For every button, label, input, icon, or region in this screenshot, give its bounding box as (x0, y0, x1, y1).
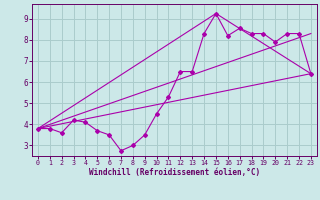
X-axis label: Windchill (Refroidissement éolien,°C): Windchill (Refroidissement éolien,°C) (89, 168, 260, 177)
